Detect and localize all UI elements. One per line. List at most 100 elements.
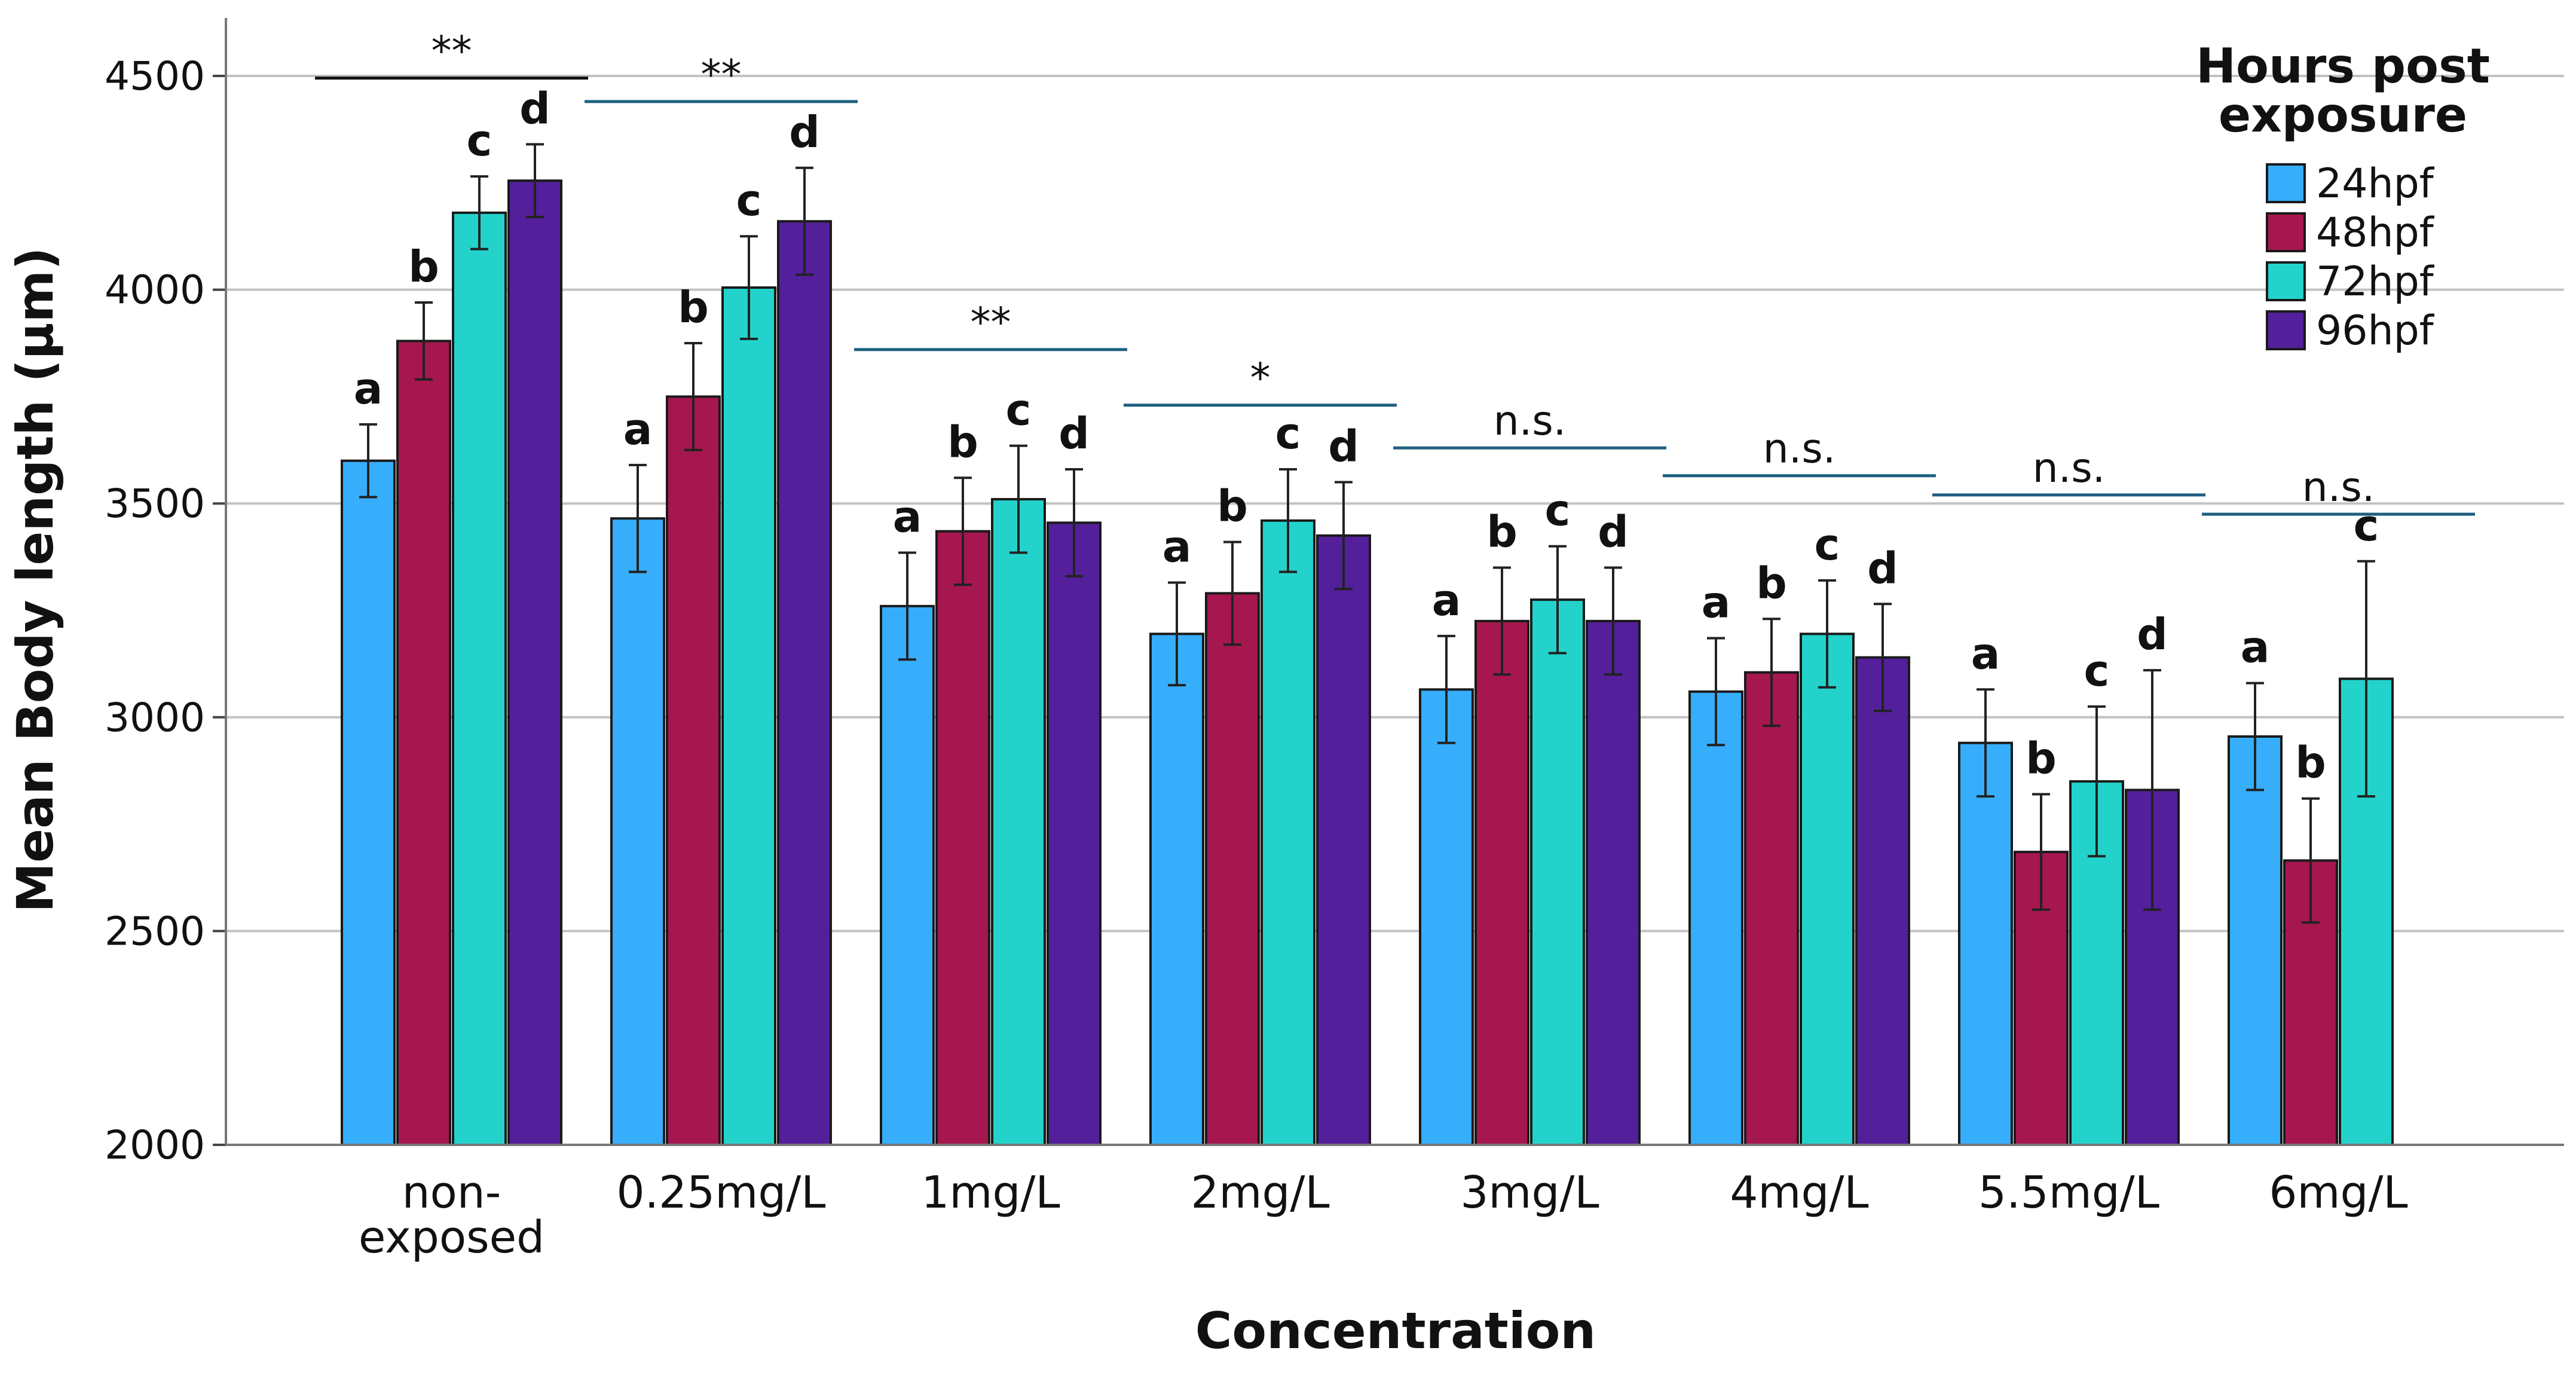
significance-letter: d [1328,421,1359,471]
bar-72hpf [1800,632,1855,1147]
significance-letter: d [2137,609,2168,659]
significance-letter: c [736,175,762,225]
significance-letter: b [678,282,709,332]
significance-label: n.s. [2302,464,2375,511]
bar-24hpf [341,459,396,1146]
significance-letter: a [1162,522,1192,572]
significance-letter: b [1756,558,1787,608]
significance-letter: a [1971,628,2000,679]
significance-letter: c [1006,385,1032,435]
legend-label: 72hpf [2316,258,2435,305]
bar-24hpf [1419,688,1474,1146]
significance-letter: a [893,491,922,542]
bar-48hpf [1474,619,1529,1146]
significance-letter: c [2084,646,2110,696]
significance-letter: c [467,115,492,166]
significance-letter: b [2295,738,2326,788]
significance-letter: a [1432,575,1461,625]
bar-72hpf [991,498,1046,1146]
significance-label: ** [432,28,472,75]
y-tick-label: 4500 [105,53,205,99]
significance-letter: d [1598,506,1629,557]
bar-96hpf [1316,534,1371,1146]
bar-96hpf [1047,521,1102,1146]
legend-label: 48hpf [2316,209,2435,256]
y-tick-label: 2000 [105,1122,205,1168]
x-category-label: 4mg/L [1730,1167,1868,1218]
significance-label: n.s. [1763,426,1836,473]
x-axis-title: Concentration [1195,1301,1596,1360]
significance-letter: c [1275,408,1301,459]
bar-24hpf [1688,690,1743,1146]
legend-title: exposure [2219,87,2467,143]
significance-letter: c [1815,520,1840,570]
significance-letter: d [519,83,550,133]
x-category-label: 2mg/L [1191,1167,1329,1218]
y-axis-title: Mean Body length (µm) [6,247,65,912]
y-tick-labels: 2000 2500 3000 3500 4000 4500 [105,53,205,1168]
bar-24hpf [2228,735,2283,1146]
bar-48hpf [666,395,721,1146]
significance-letter: d [789,107,820,157]
significance-letter: d [1058,408,1090,459]
significance-letter: c [1545,485,1571,536]
x-category-label: 0.25mg/L [617,1167,826,1218]
x-category-label: 5.5mg/L [1978,1167,2159,1218]
x-category-label: exposed [359,1212,544,1263]
significance-letter: a [623,404,653,454]
grid-lines [226,75,2564,933]
bar-72hpf [452,211,507,1146]
significance-label: n.s. [2033,445,2106,492]
significance-letter: a [1702,577,1731,627]
significance-letter: b [947,417,978,467]
significance-letter: a [354,363,383,414]
error-bars [359,143,2375,924]
x-category-label: non- [402,1167,501,1218]
bar-24hpf [1149,632,1204,1147]
bar-96hpf [1855,656,1910,1146]
significance-letter: b [1486,506,1518,557]
legend-swatch [2266,212,2306,252]
bar-24hpf [1958,741,2013,1147]
significance-label: n.s. [1494,398,1567,445]
bar-72hpf [721,286,776,1146]
y-tick-label: 4000 [105,267,205,313]
x-category-label: 3mg/L [1460,1167,1599,1218]
bar-48hpf [1744,671,1799,1146]
x-category-labels: non-exposed 0.25mg/L 1mg/L 2mg/L 3mg/L 4mg/L 5… [359,1167,2408,1263]
bar-48hpf [935,530,990,1146]
bar-96hpf [1586,619,1641,1146]
significance-markers: ** *****n.s.n.s. n.s. n.s. [315,28,2475,516]
x-category-label: 6mg/L [2269,1167,2407,1218]
bar-48hpf [396,340,451,1147]
significance-letter: d [1867,543,1898,593]
legend-swatch [2266,261,2306,301]
legend-swatch [2266,310,2306,350]
significance-letter: b [2026,734,2057,784]
bar-48hpf [1205,592,1260,1146]
significance-label: * [1250,355,1271,402]
significance-letter: b [408,242,439,292]
significance-letter: a [2241,622,2270,673]
legend-label: 24hpf [2316,160,2435,207]
bar-72hpf [1530,598,1585,1146]
bar-72hpf [1261,519,1315,1146]
bar-96hpf [507,179,562,1146]
y-tick-label: 3500 [105,481,205,527]
significance-letter: b [1217,481,1248,531]
significance-label: ** [971,300,1011,347]
y-tick-label: 3000 [105,695,205,741]
legend-title: Hours post [2196,38,2490,94]
axes [213,18,2564,1146]
bar-24hpf [610,517,665,1146]
legend-swatch [2266,163,2306,203]
significance-label: ** [701,51,742,99]
legend-label: 96hpf [2316,307,2435,355]
y-tick-label: 2500 [105,908,205,954]
x-category-label: 1mg/L [921,1167,1060,1218]
bar-24hpf [880,604,935,1146]
significance-letter: c [2354,500,2379,551]
